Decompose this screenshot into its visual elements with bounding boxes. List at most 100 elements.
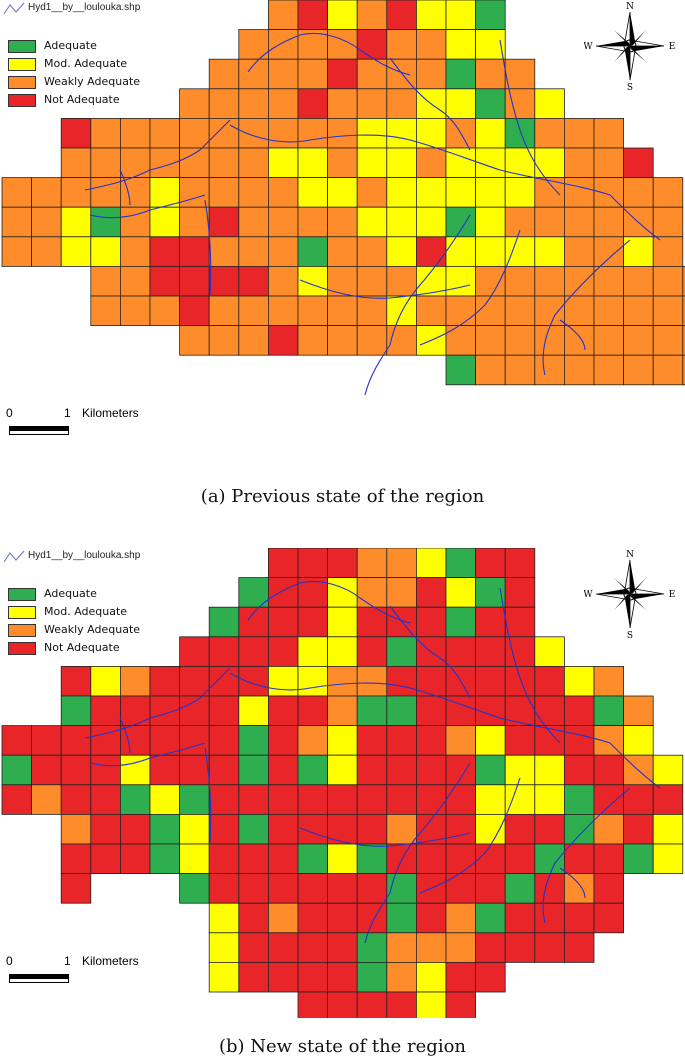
grid-cell: [386, 784, 417, 815]
grid-cell: [445, 325, 477, 356]
grid-cell: [593, 695, 625, 727]
grid-cell: [297, 784, 329, 815]
grid-cell: [179, 118, 210, 149]
grid-cell: [534, 873, 565, 904]
grid-cell: [149, 265, 181, 297]
grid-cell: [445, 754, 477, 786]
compass-n: N: [626, 2, 634, 12]
grid-cell: [504, 873, 536, 904]
grid-cell: [623, 177, 654, 208]
grid-cell: [445, 725, 477, 756]
grid-cell: [267, 725, 299, 756]
grid-cell: [504, 784, 536, 815]
river-line: [559, 319, 586, 351]
grid-cell: [445, 843, 477, 875]
grid-cell: [475, 813, 506, 845]
grid-cell: [415, 606, 447, 638]
grid-cell: [297, 932, 329, 963]
compass-rose-icon: N S E W: [584, 2, 675, 92]
grid-cell: [149, 295, 181, 327]
grid-cell: [179, 88, 210, 119]
grid-cell: [564, 206, 595, 238]
grid-cell: [267, 29, 299, 60]
grid-cell: [327, 902, 358, 934]
grid-cell: [593, 902, 625, 934]
grid-cell: [475, 118, 506, 149]
legend-label: Weakly Adequate: [44, 75, 141, 88]
grid-cell: [534, 725, 565, 756]
grid-cell: [149, 754, 181, 786]
grid-cell: [534, 666, 565, 697]
grid-cell: [445, 548, 477, 579]
river-line: [119, 717, 131, 754]
legend-swatch-not-adequate: [8, 94, 36, 107]
grid-cell: [120, 236, 151, 267]
grid-cell: [445, 58, 477, 90]
grid-cell: [267, 548, 299, 579]
grid-cell: [208, 636, 240, 667]
grid-cell: [179, 265, 210, 297]
grid-cell: [623, 813, 654, 845]
grid-cell: [652, 295, 684, 327]
river-line: [389, 605, 471, 699]
grid-cell: [415, 754, 447, 786]
grid-cell: [475, 636, 506, 667]
grid-cell: [593, 147, 625, 179]
grid-cell: [267, 784, 299, 815]
scale-bar: 0 1 Kilometers: [6, 404, 166, 438]
grid-cell: [475, 354, 506, 386]
grid-cell: [534, 236, 565, 267]
grid-cell: [623, 295, 654, 327]
grid-cell: [327, 932, 358, 963]
grid-cell: [238, 295, 269, 327]
grid-cell: [179, 725, 210, 756]
grid-cell: [60, 843, 92, 875]
grid-cell: [356, 88, 388, 119]
grid-cell: [534, 265, 565, 297]
grid-cell: [267, 88, 299, 119]
grid-cell: [267, 295, 299, 327]
grid-cell: [475, 725, 506, 756]
river-line: [389, 762, 471, 894]
grid-cell: [208, 325, 240, 356]
river-line: [364, 344, 391, 396]
legend-swatch-not-adequate: [8, 642, 36, 655]
grid-cell: [297, 606, 329, 638]
grid-cell: [238, 177, 269, 208]
grid-cell: [445, 902, 477, 934]
river-line: [247, 580, 411, 624]
grid-cell: [415, 147, 447, 179]
grid-cell: [415, 725, 447, 756]
grid-cell: [327, 295, 358, 327]
grid-cell: [386, 754, 417, 786]
grid-cell: [386, 265, 417, 297]
grid-cell: [327, 0, 358, 31]
grid-cell: [445, 577, 477, 608]
grid-cell: [475, 236, 506, 267]
grid-cell: [386, 666, 417, 697]
grid-cell: [475, 58, 506, 90]
grid-cell: [593, 118, 625, 149]
grid-cell: [386, 147, 417, 179]
river-line: [84, 119, 231, 191]
compass-rose-icon: N S E W: [584, 550, 675, 640]
grid-cell: [149, 177, 181, 208]
grid-cell: [120, 265, 151, 297]
grid-cell: [564, 666, 595, 697]
grid-cell: [60, 754, 92, 786]
grid-cell: [208, 784, 240, 815]
grid-cell: [623, 354, 654, 386]
grid-cell: [297, 88, 329, 119]
grid-cell: [297, 695, 329, 727]
grid-cell: [534, 843, 565, 875]
grid-cell: [623, 265, 654, 297]
grid-cell: [267, 236, 299, 267]
grid-cell: [386, 695, 417, 727]
grid-cell: [267, 118, 299, 149]
grid-cell: [238, 843, 269, 875]
legend-swatch-mod-adequate: [8, 58, 36, 71]
grid-cell: [149, 206, 181, 238]
grid-cell: [267, 843, 299, 875]
grid-cell: [386, 932, 417, 963]
grid-cell: [415, 0, 447, 31]
